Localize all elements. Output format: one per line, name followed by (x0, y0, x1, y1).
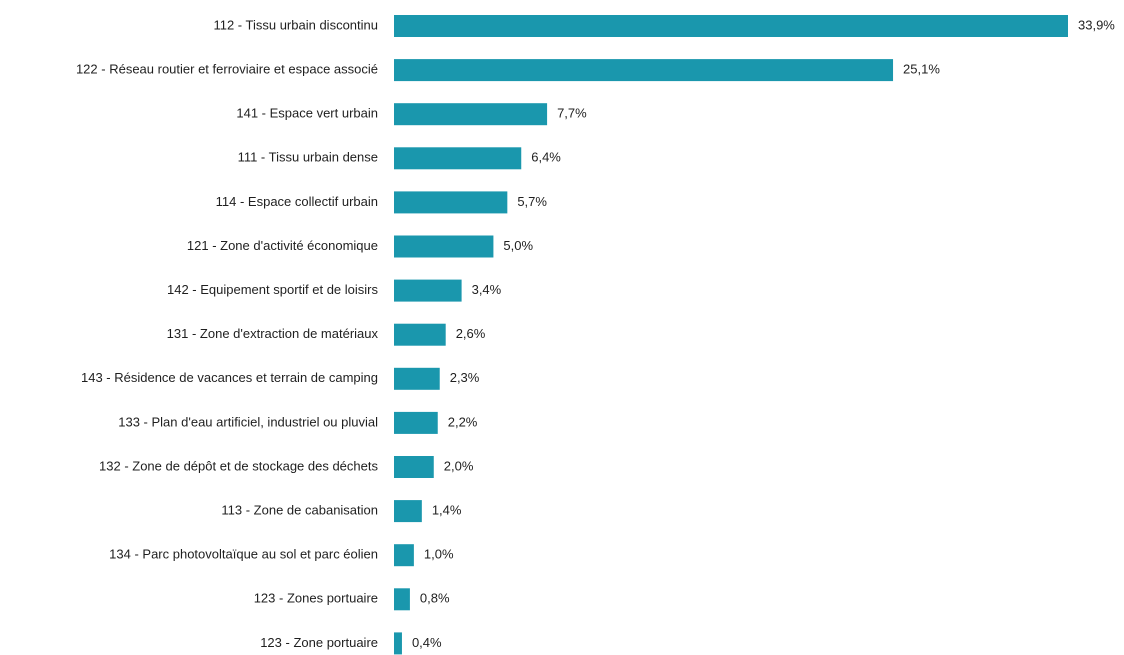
bar (394, 632, 402, 655)
value-labels-group: 33,9% 25,1% 7,7% 6,4% 5,7% 5,0% 3,4% 2,6% 2,3% 2,… (412, 17, 1115, 649)
category-label: 133 - Plan d'eau artificiel, industriel … (118, 414, 378, 429)
category-label: 121 - Zone d'activité économique (187, 238, 378, 253)
bar (394, 323, 446, 346)
bars-group (394, 15, 1068, 655)
value-label: 1,0% (424, 547, 454, 562)
category-label: 123 - Zones portuaire (254, 591, 378, 606)
value-label: 0,4% (412, 635, 442, 650)
bar (394, 456, 434, 478)
category-label: 111 - Tissu urbain dense (238, 150, 378, 165)
bar (394, 15, 1068, 37)
bar (394, 500, 422, 523)
value-label: 7,7% (557, 106, 587, 121)
bar (394, 235, 494, 258)
bar (394, 103, 548, 126)
category-label: 114 - Espace collectif urbain (216, 194, 378, 209)
category-label: 132 - Zone de dépôt et de stockage des d… (99, 458, 378, 473)
bar (394, 544, 414, 567)
value-label: 1,4% (432, 503, 462, 518)
category-label: 123 - Zone portuaire (260, 635, 378, 650)
category-labels-group: 112 - Tissu urbain discontinu 122 - Résea… (76, 17, 379, 649)
category-label: 141 - Espace vert urbain (236, 106, 378, 121)
category-label: 134 - Parc photovoltaïque au sol et parc… (109, 547, 378, 562)
value-label: 5,0% (503, 238, 533, 253)
value-label: 2,3% (450, 370, 480, 385)
value-label: 25,1% (903, 62, 940, 77)
value-label: 0,8% (420, 591, 450, 606)
bar (394, 279, 462, 302)
value-label: 2,6% (456, 326, 486, 341)
category-label: 112 - Tissu urbain discontinu (213, 17, 378, 32)
value-label: 3,4% (472, 282, 502, 297)
category-label: 122 - Réseau routier et ferroviaire et e… (76, 62, 378, 77)
bar (394, 191, 508, 214)
bar (394, 588, 410, 611)
category-label: 143 - Résidence de vacances et terrain d… (81, 370, 378, 385)
bar (394, 147, 522, 170)
category-label: 142 - Equipement sportif et de loisirs (167, 282, 378, 297)
value-label: 2,2% (448, 414, 478, 429)
value-label: 5,7% (517, 194, 547, 209)
bar (394, 59, 894, 82)
value-label: 2,0% (444, 458, 474, 473)
value-label: 6,4% (531, 150, 561, 165)
value-label: 33,9% (1078, 17, 1115, 32)
category-label: 131 - Zone d'extraction de matériaux (167, 326, 379, 341)
bar (394, 367, 440, 390)
bar (394, 411, 438, 434)
category-label: 113 - Zone de cabanisation (221, 503, 378, 518)
